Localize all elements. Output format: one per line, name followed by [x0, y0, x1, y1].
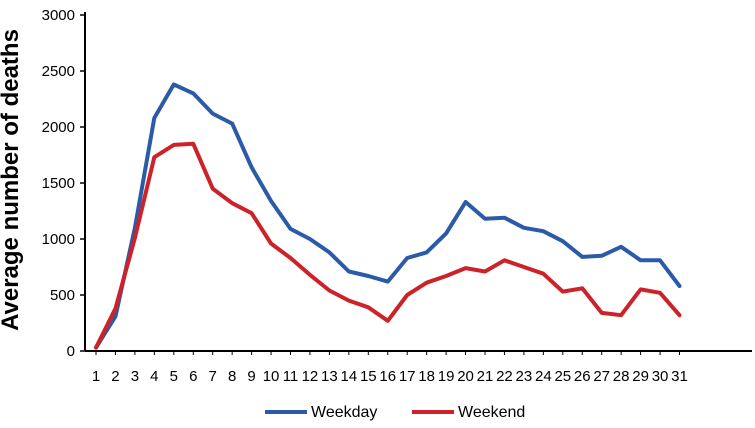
y-tick-label: 2000 [42, 119, 75, 136]
x-tick-label: 12 [302, 368, 319, 385]
x-tick-label: 8 [228, 368, 236, 385]
legend-label-weekday: Weekday [311, 404, 377, 421]
x-tick-label: 10 [263, 368, 280, 385]
x-tick-label: 27 [593, 368, 610, 385]
x-tick-label: 31 [671, 368, 688, 385]
x-tick-label: 16 [379, 368, 396, 385]
x-tick-label: 13 [321, 368, 338, 385]
axes [84, 12, 752, 352]
x-tick-label: 1 [92, 368, 100, 385]
x-tick-label: 26 [574, 368, 591, 385]
y-axis-ticks: 0 500 1000 1500 2000 2500 3000 [42, 7, 85, 360]
y-tick-label: 2500 [42, 63, 75, 80]
x-tick-label: 25 [554, 368, 571, 385]
y-tick-label: 3000 [42, 7, 75, 24]
x-axis-ticks: 1 2 3 4 5 6 7 8 9 10 11 12 13 14 15 16 17 18 19 20 21 22 23 24 2… [92, 351, 688, 385]
x-tick-label: 14 [341, 368, 358, 385]
y-tick-label: 1500 [42, 175, 75, 192]
x-tick-label: 18 [418, 368, 435, 385]
x-tick-label: 22 [496, 368, 513, 385]
x-tick-label: 3 [131, 368, 139, 385]
series-line-weekday [94, 82, 682, 350]
legend: Weekday Weekend [265, 404, 525, 421]
y-tick-label: 0 [67, 343, 75, 360]
y-axis-label: Average number of deaths [0, 29, 24, 331]
x-tick-label: 30 [652, 368, 669, 385]
x-tick-label: 23 [516, 368, 533, 385]
x-tick-label: 15 [360, 368, 377, 385]
x-tick-label: 20 [457, 368, 474, 385]
x-tick-label: 5 [170, 368, 178, 385]
x-tick-label: 6 [189, 368, 197, 385]
x-tick-label: 29 [632, 368, 649, 385]
x-tick-label: 4 [150, 368, 158, 385]
x-tick-label: 19 [438, 368, 455, 385]
x-tick-label: 28 [613, 368, 630, 385]
y-tick-label: 1000 [42, 231, 75, 248]
series-line-weekend [94, 141, 682, 350]
x-tick-label: 11 [283, 368, 299, 385]
legend-label-weekend: Weekend [458, 404, 525, 421]
x-tick-label: 21 [477, 368, 494, 385]
x-tick-label: 7 [209, 368, 217, 385]
x-tick-label: 2 [111, 368, 119, 385]
x-tick-label: 17 [399, 368, 416, 385]
series-lines [94, 82, 682, 350]
x-tick-label: 24 [535, 368, 552, 385]
x-tick-label: 9 [247, 368, 255, 385]
y-tick-label: 500 [50, 287, 75, 304]
